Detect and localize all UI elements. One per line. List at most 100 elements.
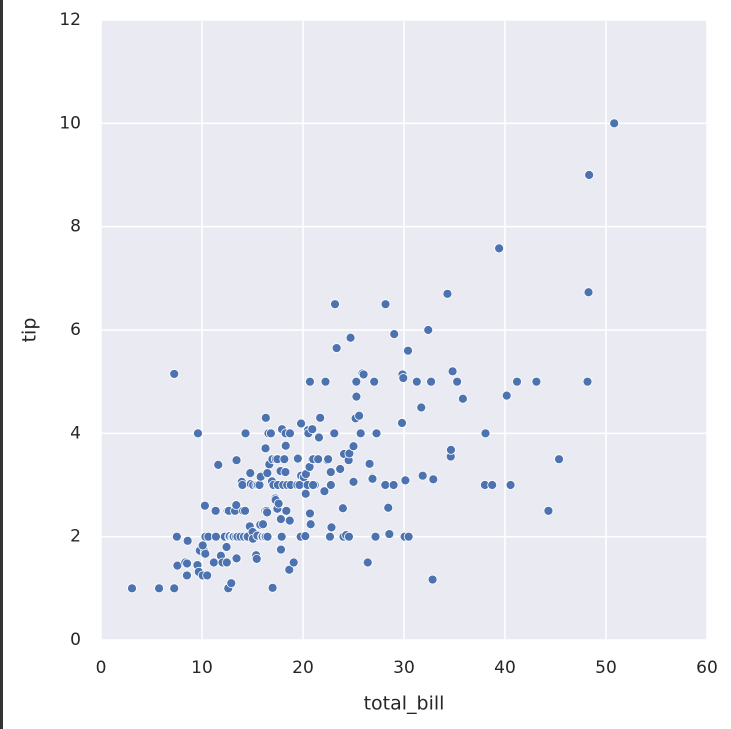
point (276, 544, 286, 555)
point (154, 583, 164, 594)
point (237, 480, 248, 490)
point (240, 428, 251, 439)
point (331, 343, 342, 353)
point (344, 448, 355, 459)
point (300, 488, 311, 499)
point (213, 459, 224, 470)
point (275, 514, 286, 524)
point (554, 454, 564, 465)
point (231, 553, 242, 564)
y-tick-label: 6 (70, 320, 81, 340)
point (442, 288, 453, 299)
y-tick-label: 0 (70, 630, 81, 650)
point (325, 531, 335, 542)
point (380, 480, 391, 490)
point (313, 454, 324, 465)
point (262, 531, 273, 542)
point (305, 508, 315, 519)
x-tick-label: 10 (191, 658, 213, 678)
point (325, 467, 336, 477)
point (325, 480, 336, 490)
point (371, 428, 382, 439)
y-tick-label: 12 (59, 10, 81, 30)
point (403, 531, 414, 542)
point (314, 432, 324, 443)
y-tick-label: 8 (70, 217, 81, 237)
point (305, 376, 315, 387)
point (543, 505, 554, 516)
point (296, 418, 306, 429)
point (320, 376, 331, 387)
point (423, 325, 434, 335)
point (240, 505, 250, 516)
point (211, 531, 221, 542)
point (369, 376, 380, 387)
point (273, 498, 284, 509)
point (380, 299, 391, 310)
point (279, 454, 290, 465)
point (351, 376, 362, 387)
point (210, 505, 221, 516)
point (285, 428, 295, 439)
point (428, 474, 439, 485)
x-tick-label: 60 (696, 658, 718, 678)
point (494, 243, 505, 254)
point (251, 553, 262, 564)
y-axis-label: tip (19, 318, 41, 343)
point (411, 376, 422, 387)
point (280, 440, 291, 451)
point (221, 557, 232, 568)
point (348, 441, 359, 452)
point (326, 522, 337, 533)
point (262, 468, 273, 479)
point (182, 535, 193, 546)
point (452, 376, 463, 387)
point (260, 412, 271, 423)
x-tick-label: 50 (595, 658, 617, 678)
point (315, 412, 326, 423)
point (582, 376, 593, 387)
point (417, 470, 428, 481)
point (370, 531, 381, 542)
point (348, 476, 359, 487)
point (300, 531, 311, 542)
point (426, 376, 436, 387)
point (276, 531, 287, 542)
y-tick-label: 10 (59, 113, 81, 133)
point (447, 366, 458, 377)
point (245, 468, 256, 479)
point (265, 428, 276, 439)
point (262, 507, 273, 518)
point (258, 519, 268, 530)
point (487, 480, 498, 490)
point (182, 570, 192, 581)
x-tick-label: 0 (96, 658, 107, 678)
point (292, 453, 303, 464)
point (200, 500, 210, 511)
point (400, 475, 411, 486)
point (305, 519, 316, 530)
window-edge (0, 0, 3, 729)
point (231, 500, 242, 511)
point (501, 390, 512, 401)
point (307, 424, 318, 435)
point (254, 480, 265, 490)
point (281, 505, 292, 516)
point (397, 418, 407, 428)
point (403, 345, 413, 356)
point (284, 564, 295, 575)
point (182, 558, 192, 569)
x-axis-label: total_bill (364, 693, 445, 715)
point (446, 444, 456, 455)
point (169, 583, 180, 594)
point (329, 428, 340, 439)
point (457, 393, 468, 404)
point (231, 455, 242, 466)
point (358, 369, 369, 380)
point (364, 458, 375, 469)
point (319, 486, 330, 497)
point (267, 582, 278, 593)
point (308, 480, 319, 490)
